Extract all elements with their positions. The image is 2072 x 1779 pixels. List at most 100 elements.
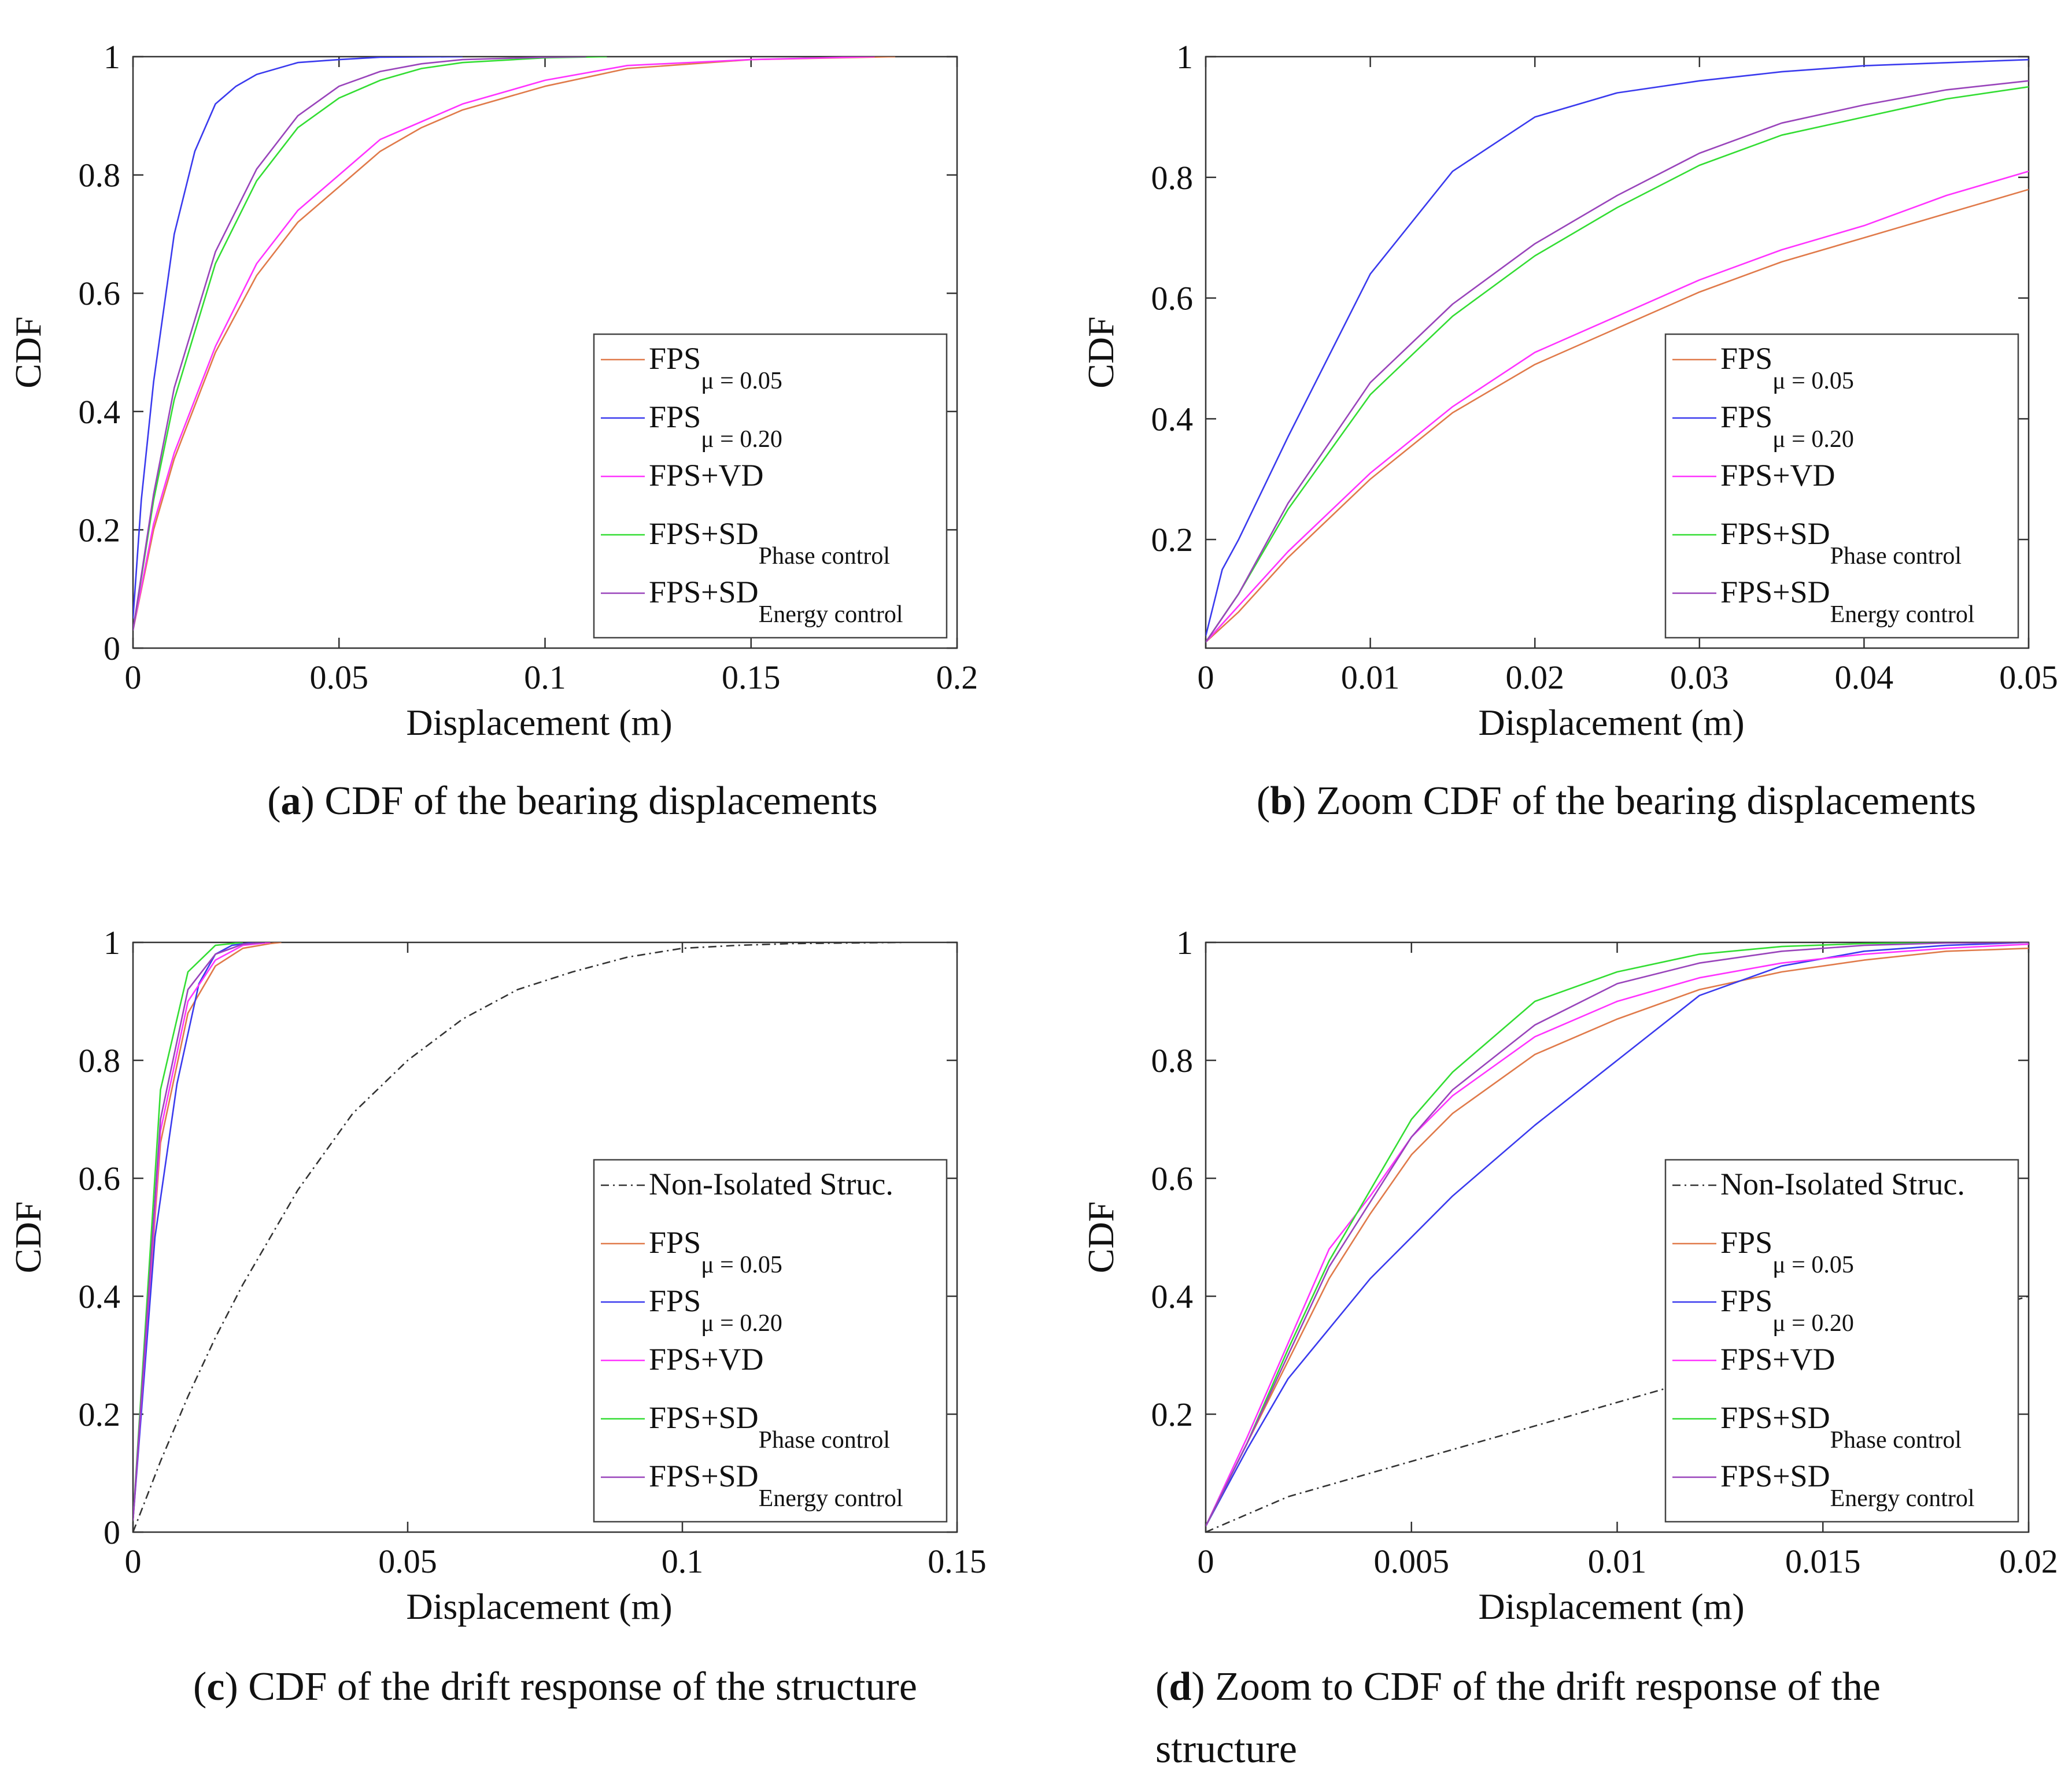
caption-b-label: b [1270, 779, 1292, 823]
axes-box-b [1205, 56, 2030, 649]
legend-label-fps_020: FPSμ = 0.20 [1720, 1284, 1854, 1337]
legend-name: FPS+VD [1720, 458, 1835, 493]
legend-label-non_isolated: Non-Isolated Struc. [649, 1167, 893, 1201]
y-tick-label: 0.2 [79, 1396, 121, 1433]
series-line-fps_sd_phase [1206, 942, 2029, 1527]
y-tick-label: 1 [1176, 924, 1193, 961]
series-line-fps_sd_energy [1206, 80, 2029, 643]
legend-d: Non-Isolated Struc. FPSμ = 0.05 FPSμ = 0.2… [1664, 1159, 2019, 1523]
legend-name: FPS+SD [1720, 1459, 1830, 1493]
x-tick-label: 0.15 [928, 1543, 987, 1580]
caption-d: (d) Zoom to CDF of the drift response of… [1155, 1665, 1881, 1709]
legend-subscript: Energy control [1830, 601, 1975, 628]
legend-box [593, 333, 948, 639]
x-tick-label: 0.03 [1670, 659, 1729, 696]
series-line-fps_sd_energy [1206, 942, 2029, 1527]
legend-label-fps_sd_phase: FPS+SDPhase control [1720, 516, 1962, 569]
legend-subscript: μ = 0.05 [1772, 1252, 1854, 1278]
legend-name: FPS+SD [1720, 516, 1830, 551]
caption-c-label: c [206, 1665, 224, 1709]
series-line-fps_005 [133, 942, 282, 1521]
legend-subscript: μ = 0.05 [1772, 368, 1854, 394]
y-tick-label: 0.2 [1151, 521, 1194, 559]
legend-label-fps_005: FPSμ = 0.05 [1720, 1225, 1854, 1278]
caption-a-label: a [281, 779, 301, 823]
legend-box [1664, 1159, 2019, 1523]
legend-name: FPS [1720, 1284, 1772, 1318]
caption-d-line2: structure [1155, 1727, 1297, 1771]
chart-d: 0 0.005 0.01 0.015 0.02 0.2 0.4 0.6 0.8 1 Displace… [1080, 924, 2058, 1627]
series-line-fps_005 [1206, 188, 2029, 643]
y-axis-label: CDF [8, 316, 49, 389]
y-axis-label: CDF [8, 1201, 49, 1274]
legend-label-fps_sd_energy: FPS+SDEnergy control [1720, 575, 1975, 628]
legend-name: FPS+SD [649, 1400, 759, 1435]
panel-c: 0 0.05 0.1 0.15 0 0.2 0.4 0.6 0.8 1 Displacement (… [8, 924, 987, 1709]
legend-subscript: Phase control [1830, 543, 1962, 569]
y-tick-label: 0.8 [1151, 159, 1194, 197]
legend-label-fps_020: FPSμ = 0.20 [649, 1284, 782, 1337]
legend-box [1664, 333, 2019, 639]
legend-box [593, 1159, 948, 1523]
y-tick-label: 0 [104, 630, 120, 667]
legend-name: FPS [649, 1225, 701, 1260]
caption-d-label: d [1169, 1665, 1191, 1709]
series-line-fps_sd_phase [133, 942, 243, 1521]
series-group [1206, 942, 2029, 1532]
legend-subscript: Energy control [1830, 1485, 1975, 1512]
legend-label-fps_sd_phase: FPS+SDPhase control [649, 1400, 890, 1453]
legend-subscript: Phase control [759, 543, 890, 569]
legend-subscript: Phase control [1830, 1427, 1962, 1453]
y-tick-label: 0.4 [1151, 1278, 1194, 1315]
panel-a: 0 0.05 0.1 0.15 0.2 0 0.2 0.4 0.6 0.8 1 Displacemen… [8, 38, 978, 823]
legend-subscript: Energy control [759, 1485, 903, 1512]
caption-b: (b) Zoom CDF of the bearing displacement… [1257, 779, 1976, 823]
legend-subscript: μ = 0.05 [701, 368, 782, 394]
y-tick-label: 0.4 [79, 393, 121, 431]
legend-name: Non-Isolated Struc. [1720, 1167, 1965, 1201]
series-line-fps_vd [133, 942, 271, 1521]
x-tick-label: 0.1 [662, 1543, 704, 1580]
y-tick-label: 1 [1176, 38, 1193, 76]
y-tick-label: 1 [104, 924, 120, 961]
series-line-fps_sd_phase [133, 57, 607, 631]
series-line-fps_005 [1206, 947, 2029, 1527]
series-line-fps_vd [1206, 171, 2029, 643]
legend-label-fps_vd: FPS+VD [649, 458, 764, 493]
x-axis-label: Displacement (m) [406, 702, 672, 743]
legend-label-fps_sd_energy: FPS+SDEnergy control [1720, 1459, 1975, 1512]
y-tick-label: 0 [104, 1514, 120, 1551]
series-line-fps_vd [133, 57, 875, 631]
x-tick-label: 0.02 [1999, 1543, 2058, 1580]
chart-c: 0 0.05 0.1 0.15 0 0.2 0.4 0.6 0.8 1 Displacement (… [8, 924, 987, 1627]
series-line-fps_sd_energy [133, 57, 586, 631]
legend-name: FPS+SD [649, 516, 759, 551]
legend-label-fps_020: FPSμ = 0.20 [649, 400, 782, 453]
legend-subscript: Energy control [759, 601, 903, 628]
x-tick-label: 0.15 [722, 659, 781, 696]
axes-box-c [132, 941, 958, 1533]
x-tick-label: 0 [1198, 659, 1214, 696]
y-tick-label: 0.4 [79, 1278, 121, 1315]
x-axis-label: Displacement (m) [406, 1586, 672, 1627]
caption-d-text: Zoom to CDF of the drift response of the [1215, 1665, 1881, 1709]
caption-c: (c) CDF of the drift response of the str… [193, 1665, 917, 1709]
x-tick-label: 0 [125, 659, 142, 696]
legend-label-fps_005: FPSμ = 0.05 [649, 1225, 782, 1278]
legend-subscript: μ = 0.20 [701, 426, 782, 453]
legend-name: FPS [1720, 400, 1772, 434]
series-line-fps_020 [1206, 58, 2029, 637]
legend-name: FPS+SD [1720, 575, 1830, 609]
legend-subscript: μ = 0.05 [701, 1252, 782, 1278]
legend-name: FPS [1720, 341, 1772, 376]
legend-label-fps_sd_energy: FPS+SDEnergy control [649, 575, 903, 628]
x-tick-label: 0.05 [1999, 659, 2058, 696]
x-axis-label: Displacement (m) [1478, 702, 1744, 743]
caption-c-text: CDF of the drift response of the structu… [248, 1665, 917, 1709]
x-axis-label: Displacement (m) [1478, 1586, 1744, 1627]
x-tick-label: 0.02 [1505, 659, 1564, 696]
legend-name: FPS+SD [649, 575, 759, 609]
y-tick-label: 0.6 [79, 275, 121, 312]
panel-b: 0 0.01 0.02 0.03 0.04 0.05 0.2 0.4 0.6 0.8 1 Displa… [1080, 38, 2058, 823]
